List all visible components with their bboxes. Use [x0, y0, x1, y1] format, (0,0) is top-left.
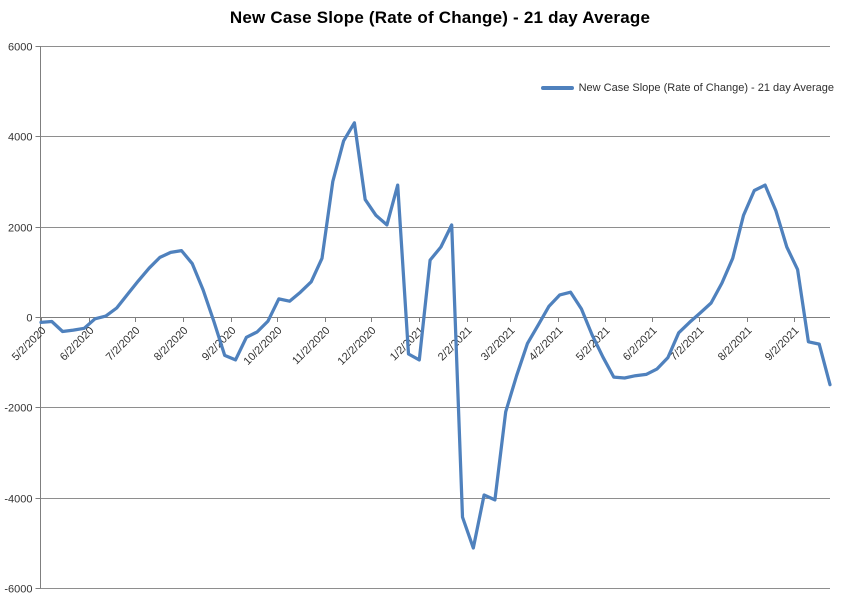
- x-tick-label: 12/2/2020: [336, 325, 379, 368]
- y-tick-label: 2000: [8, 223, 32, 235]
- x-tick-label: 4/2/2021: [527, 325, 566, 364]
- x-tick-label: 7/2/2020: [104, 325, 143, 364]
- chart-title: New Case Slope (Rate of Change) - 21 day…: [229, 8, 651, 27]
- x-tick-label: 6/2/2021: [621, 325, 660, 364]
- y-tick-label: -6000: [4, 584, 32, 596]
- x-tick-label: 10/2/2020: [242, 325, 285, 368]
- y-tick-label: -4000: [4, 494, 32, 506]
- legend: New Case Slope (Rate of Change) - 21 day…: [540, 82, 834, 94]
- y-tick-label: 0: [26, 313, 32, 325]
- y-tick-label: 6000: [8, 42, 32, 54]
- y-tick-label: 4000: [8, 132, 32, 144]
- x-tick-label: 11/2/2020: [290, 325, 333, 368]
- x-tick-label: 3/2/2021: [479, 325, 518, 364]
- y-tick-label: -2000: [4, 403, 32, 415]
- x-tick-label: 5/2/2020: [10, 325, 49, 364]
- legend-label: New Case Slope (Rate of Change) - 21 day…: [578, 82, 834, 94]
- legend-line-marker: [540, 86, 574, 90]
- x-tick-label: 9/2/2021: [763, 325, 802, 364]
- x-tick-label: 5/2/2021: [574, 325, 613, 364]
- x-tick-label: 8/2/2021: [716, 325, 755, 364]
- x-tick-label: 8/2/2020: [152, 325, 191, 364]
- series-line-new-case-slope: [39, 121, 832, 550]
